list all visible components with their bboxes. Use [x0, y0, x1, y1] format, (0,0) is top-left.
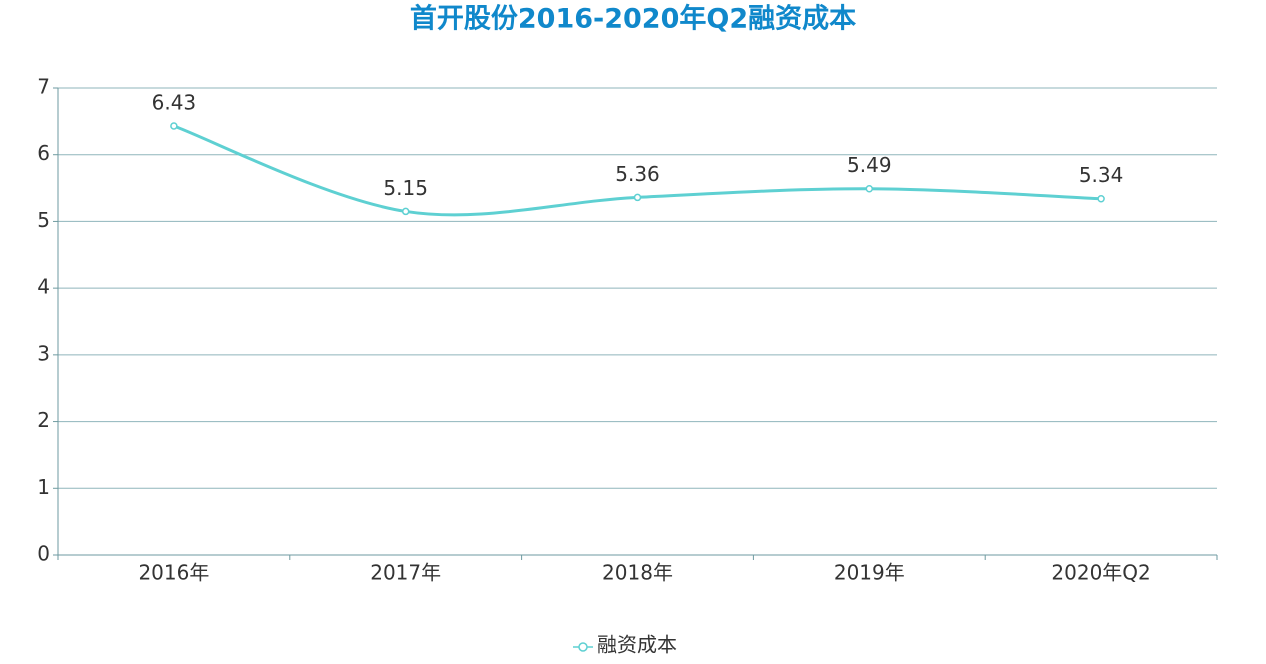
- y-tick-label: 5: [37, 208, 50, 232]
- data-point: [633, 193, 642, 202]
- data-point: [401, 207, 410, 216]
- y-tick-label: 0: [37, 542, 50, 566]
- y-tick-label: 6: [37, 141, 50, 165]
- x-tick-label: 2020年Q2: [1051, 561, 1150, 585]
- x-tick-label: 2019年: [834, 561, 905, 585]
- y-tick-label: 3: [37, 341, 50, 365]
- data-label: 5.49: [847, 153, 892, 177]
- x-tick-label: 2016年: [138, 561, 209, 585]
- data-point: [170, 122, 178, 130]
- legend-marker: [578, 642, 588, 652]
- y-tick-label: 2: [37, 408, 50, 432]
- chart-title: 首开股份2016-2020年Q2融资成本: [410, 3, 856, 35]
- x-tick-label: 2017年: [370, 561, 441, 585]
- x-tick-label: 2018年: [602, 561, 673, 585]
- y-tick-label: 4: [37, 275, 50, 299]
- data-label: 5.15: [383, 176, 428, 200]
- y-tick-label: 1: [37, 475, 50, 499]
- data-label: 5.34: [1079, 163, 1124, 187]
- legend-label: 融资成本: [597, 633, 677, 657]
- data-label: 6.43: [152, 91, 197, 115]
- data-label: 5.36: [615, 162, 660, 186]
- data-point: [1097, 194, 1105, 203]
- y-tick-label: 7: [37, 75, 50, 99]
- data-point: [865, 184, 874, 193]
